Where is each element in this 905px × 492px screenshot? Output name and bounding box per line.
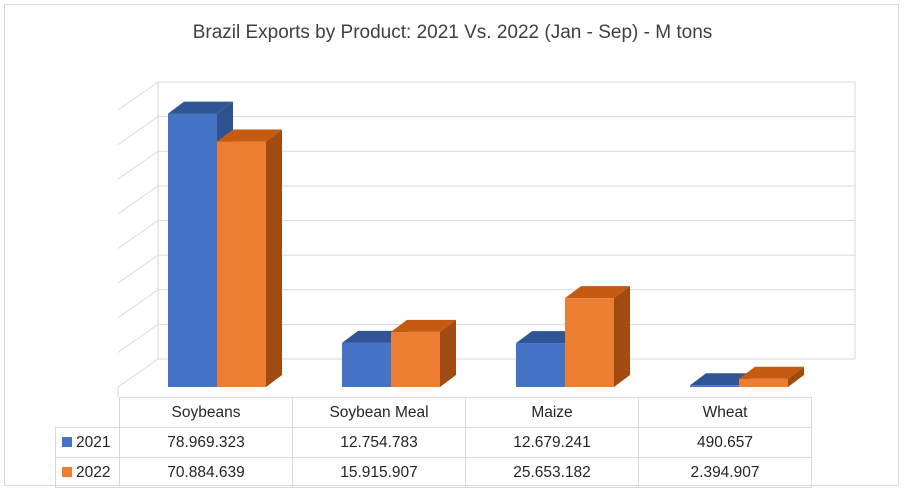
legend-2022: 2022 [55,457,120,488]
table-cell: 2.394.907 [638,457,812,488]
gridline-wall [117,116,159,146]
gridline-wall [117,185,159,215]
table-row-2021: 2021 78.969.323 12.754.783 12.679.241 49… [55,427,812,458]
category-label-soybeans: Soybeans [119,397,293,428]
bar-2022-soybeans [217,129,282,387]
bar-2022-maize [565,286,630,387]
gridline-wall [117,289,159,319]
table-cell: 490.657 [638,427,812,458]
table-cell: 70.884.639 [119,457,293,488]
bar-2022-wheat [739,366,804,387]
category-label-wheat: Wheat [638,397,812,428]
bars [168,101,804,387]
gridline-wall [117,358,159,388]
gridline-wall [117,254,159,284]
table-cell: 15.915.907 [292,457,466,488]
table-cell: 78.969.323 [119,427,293,458]
table-cell: 12.679.241 [465,427,639,458]
legend-2021: 2021 [55,427,120,458]
category-label-maize: Maize [465,397,639,428]
table-cell: 12.754.783 [292,427,466,458]
gridline-wall [117,81,159,111]
legend-swatch-2021 [62,436,72,447]
table-header-row: Soybeans Soybean Meal Maize Wheat [55,397,812,428]
legend-swatch-2022 [62,466,72,477]
data-table: Soybeans Soybean Meal Maize Wheat 2021 7… [55,397,812,488]
series-name-2021: 2021 [76,433,111,451]
gridline-wall [117,150,159,180]
gridline-wall [117,323,159,353]
table-corner [55,397,120,428]
category-label-soybean-meal: Soybean Meal [292,397,466,428]
plot-area [117,81,856,397]
gridline-wall [117,220,159,249]
series-name-2022: 2022 [76,463,111,481]
table-row-2022: 2022 70.884.639 15.915.907 25.653.182 2.… [55,457,812,488]
table-cell: 25.653.182 [465,457,639,488]
chart-title: Brazil Exports by Product: 2021 Vs. 2022… [192,22,713,43]
bar-2022-soybean-meal [391,319,456,387]
